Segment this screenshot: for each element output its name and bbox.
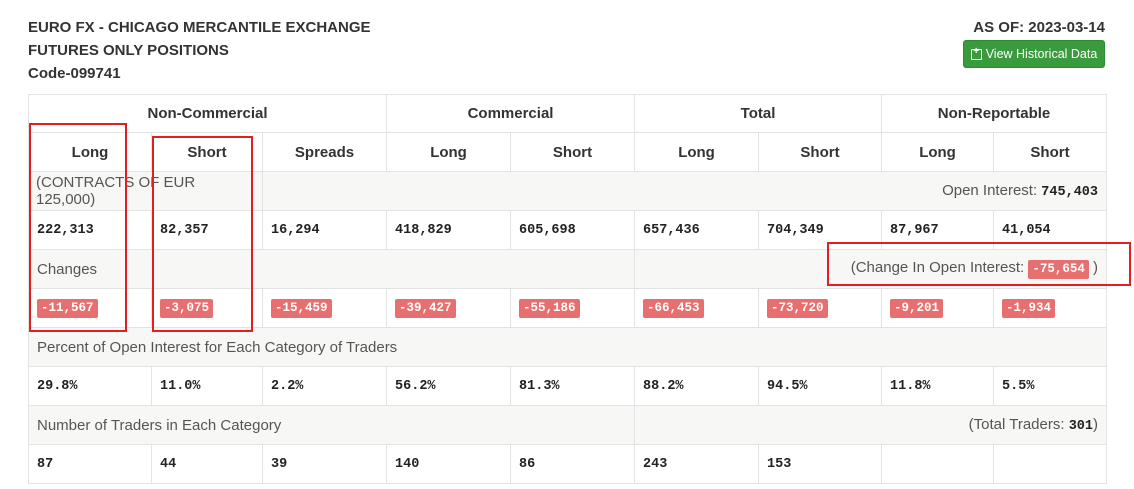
change-badge: -1,934 <box>1002 299 1056 318</box>
view-historical-data-button[interactable]: View Historical Data <box>963 40 1105 68</box>
total-traders: (Total Traders: 301) <box>634 405 1108 445</box>
traders-value: 243 <box>634 444 760 484</box>
col-header: Short <box>151 132 263 172</box>
change-oi-prefix: (Change In Open Interest: <box>850 259 1029 276</box>
change-badge: -3,075 <box>160 299 214 318</box>
change-badge: -9,201 <box>890 299 944 318</box>
position-value: 82,357 <box>151 210 263 250</box>
as-of-date: AS OF: 2023-03-14 <box>973 19 1105 36</box>
change-open-interest: (Change In Open Interest: -75,654 ) <box>634 249 1108 289</box>
percent-value: 11.8% <box>881 366 995 406</box>
changes-label: Changes <box>27 249 636 289</box>
percent-value: 2.2% <box>261 366 388 406</box>
traders-value <box>881 444 995 484</box>
positions-table: Non-Commercial Commercial Total Non-Repo… <box>27 94 1108 484</box>
change-badge: -39,427 <box>395 299 456 318</box>
col-header: Short <box>758 132 883 172</box>
contracts-row: (CONTRACTS OF EUR 125,000) Open Interest… <box>28 171 1108 211</box>
traders-value <box>993 444 1108 484</box>
column-header-row: Long Short Spreads Long Short Long Short… <box>28 132 1108 172</box>
change-badge: -11,567 <box>37 299 98 318</box>
positions-row: 222,313 82,357 16,294 418,829 605,698 65… <box>28 210 1108 250</box>
change-badge: -66,453 <box>643 299 704 318</box>
percent-value: 81.3% <box>510 366 636 406</box>
position-value: 41,054 <box>993 210 1108 250</box>
position-value: 704,349 <box>758 210 883 250</box>
group-header-row: Non-Commercial Commercial Total Non-Repo… <box>27 94 1108 133</box>
total-traders-value: 301 <box>1068 419 1094 434</box>
title-line-2: FUTURES ONLY POSITIONS <box>28 42 229 59</box>
change-badge: -15,459 <box>271 299 332 318</box>
traders-value: 140 <box>386 444 512 484</box>
title-line-1: EURO FX - CHICAGO MERCANTILE EXCHANGE <box>28 19 371 36</box>
col-header: Short <box>510 132 636 172</box>
position-value: 16,294 <box>261 210 388 250</box>
traders-value: 39 <box>261 444 388 484</box>
change-oi-badge: -75,654 <box>1028 260 1089 279</box>
percent-row: 29.8% 11.0% 2.2% 56.2% 81.3% 88.2% 94.5%… <box>28 366 1108 406</box>
percent-value: 94.5% <box>758 366 883 406</box>
change-badge: -55,186 <box>519 299 580 318</box>
group-non-reportable: Non-Reportable <box>881 94 1108 133</box>
changes-row: -11,567 -3,075 -15,459 -39,427 -55,186 -… <box>28 288 1108 328</box>
col-header: Long <box>28 132 152 172</box>
total-traders-prefix: (Total Traders: <box>968 416 1069 433</box>
percent-value: 88.2% <box>634 366 760 406</box>
traders-value: 86 <box>510 444 636 484</box>
traders-label: Number of Traders in Each Category <box>27 405 636 445</box>
traders-label-row: Number of Traders in Each Category (Tota… <box>27 405 1108 445</box>
calendar-plus-icon <box>970 46 982 60</box>
view-historical-data-label: View Historical Data <box>985 47 1098 61</box>
col-header: Long <box>386 132 512 172</box>
report-title: EURO FX - CHICAGO MERCANTILE EXCHANGE FU… <box>28 16 371 85</box>
traders-value: 87 <box>28 444 152 484</box>
percent-label: Percent of Open Interest for Each Catego… <box>27 327 1108 367</box>
change-oi-suffix: ) <box>1088 259 1099 276</box>
percent-value: 11.0% <box>151 366 263 406</box>
contracts-note: (CONTRACTS OF EUR 125,000) <box>28 171 263 211</box>
group-commercial: Commercial <box>386 94 636 133</box>
percent-label-row: Percent of Open Interest for Each Catego… <box>27 327 1108 367</box>
total-traders-suffix: ) <box>1093 416 1099 433</box>
change-badge: -73,720 <box>767 299 828 318</box>
percent-value: 5.5% <box>993 366 1108 406</box>
col-header: Short <box>993 132 1108 172</box>
traders-value: 44 <box>151 444 263 484</box>
open-interest: Open Interest: 745,403 <box>261 171 1108 211</box>
traders-row: 87 44 39 140 86 243 153 <box>28 444 1108 484</box>
position-value: 657,436 <box>634 210 760 250</box>
changes-label-row: Changes (Change In Open Interest: -75,65… <box>27 249 1108 289</box>
traders-value: 153 <box>758 444 883 484</box>
title-code: Code-099741 <box>28 65 121 82</box>
col-header: Long <box>881 132 995 172</box>
position-value: 605,698 <box>510 210 636 250</box>
percent-value: 29.8% <box>28 366 152 406</box>
position-value: 87,967 <box>881 210 995 250</box>
position-value: 222,313 <box>28 210 152 250</box>
open-interest-label: Open Interest: <box>942 182 1042 199</box>
open-interest-value: 745,403 <box>1041 185 1099 200</box>
group-total: Total <box>634 94 883 133</box>
percent-value: 56.2% <box>386 366 512 406</box>
col-header: Spreads <box>261 132 388 172</box>
position-value: 418,829 <box>386 210 512 250</box>
col-header: Long <box>634 132 760 172</box>
group-non-commercial: Non-Commercial <box>27 94 388 133</box>
